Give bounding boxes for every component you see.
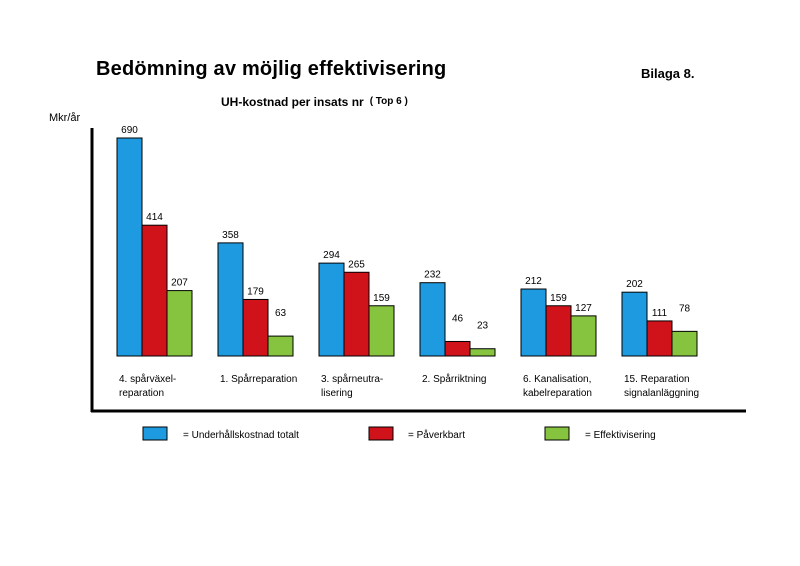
y-axis-label: Mkr/år [49,112,81,124]
bar-3-cat-1 [166,290,193,357]
legend-label-2: = Påverkbart [408,429,465,441]
chart-title: UH-kostnad per insats nr ( Top 6 ) [221,95,408,109]
category-label-5-line-2: kabelreparation [523,388,592,399]
category-label-2-line-1: 1. Spårreparation [220,373,297,385]
bar-1-cat-6 [621,291,648,357]
bar-3-cat-2 [267,335,294,357]
bar-2-cat-1 [141,224,168,357]
bar-1-cat-3 [318,262,345,357]
annex-label: Bilaga 8. [641,66,695,81]
value-label-1-cat-3: 294 [323,250,340,261]
bar-3-cat-4 [469,348,496,357]
category-label-6-line-1: 15. Reparation [624,374,690,385]
bar-2-cat-3 [343,271,370,357]
category-label-6-line-2: signalanläggning [624,388,699,399]
category-label-3-line-2: lisering [321,388,353,399]
category-label-1-line-1: 4. spårväxel- [119,373,176,385]
value-label-1-cat-5: 212 [525,276,542,287]
bar-3-cat-3 [368,305,395,357]
page-title: Bedömning av möjlig effektivisering [96,58,447,80]
value-label-2-cat-6: 111 [652,308,668,319]
bar-3-cat-6 [671,330,698,357]
value-label-1-cat-4: 232 [424,270,441,281]
legend-swatch-3 [544,426,570,441]
legend-layer: = Underhållskostnad totalt = Påverkbart = … [142,426,656,441]
value-label-3-cat-1: 207 [171,278,188,289]
value-label-2-cat-4: 46 [452,313,464,324]
value-label-1-cat-6: 202 [626,279,643,290]
chart-title-note: ( Top 6 ) [369,96,408,107]
value-label-2-cat-3: 265 [348,259,365,270]
value-label-2-cat-2: 179 [247,286,264,297]
value-label-1-cat-2: 358 [222,230,239,241]
value-label-3-cat-6: 78 [679,303,691,314]
category-label-3-line-1: 3. spårneutra- [321,373,383,385]
legend-swatch-1 [142,426,168,441]
value-label-3-cat-3: 159 [373,293,390,304]
bar-2-cat-5 [545,305,572,357]
bar-2-cat-2 [242,298,269,357]
bar-1-cat-4 [419,282,446,357]
category-label-4-line-1: 2. Spårriktning [422,373,486,385]
value-label-2-cat-1: 414 [146,212,163,223]
value-label-3-cat-2: 63 [275,308,287,319]
bar-3-cat-5 [570,315,597,357]
value-label-3-cat-5: 127 [575,303,592,314]
bar-1-cat-5 [520,288,547,357]
chart-title-text: UH-kostnad per insats nr [221,95,364,109]
legend-swatch-2 [368,426,394,441]
value-label-3-cat-4: 23 [477,321,489,332]
bar-2-cat-6 [646,320,673,357]
category-label-5-line-1: 6. Kanalisation, [523,374,591,385]
bar-1-cat-2 [217,242,244,357]
value-label-1-cat-1: 690 [121,125,138,136]
legend-label-1: = Underhållskostnad totalt [183,429,299,441]
category-labels-layer: 4. spårväxel-reparation 1. Spårreparation… [119,373,699,399]
value-labels-layer: 690 414 207 358 179 63 294 265 159 232 46 23 212 159 1… [121,125,690,332]
category-label-1-line-2: reparation [119,388,164,399]
value-label-2-cat-5: 159 [550,293,567,304]
axes-layer [90,128,746,413]
legend-label-3: = Effektivisering [585,430,656,441]
bar-1-cat-1 [116,137,143,357]
bar-2-cat-4 [444,340,471,357]
bars-layer [116,137,698,357]
